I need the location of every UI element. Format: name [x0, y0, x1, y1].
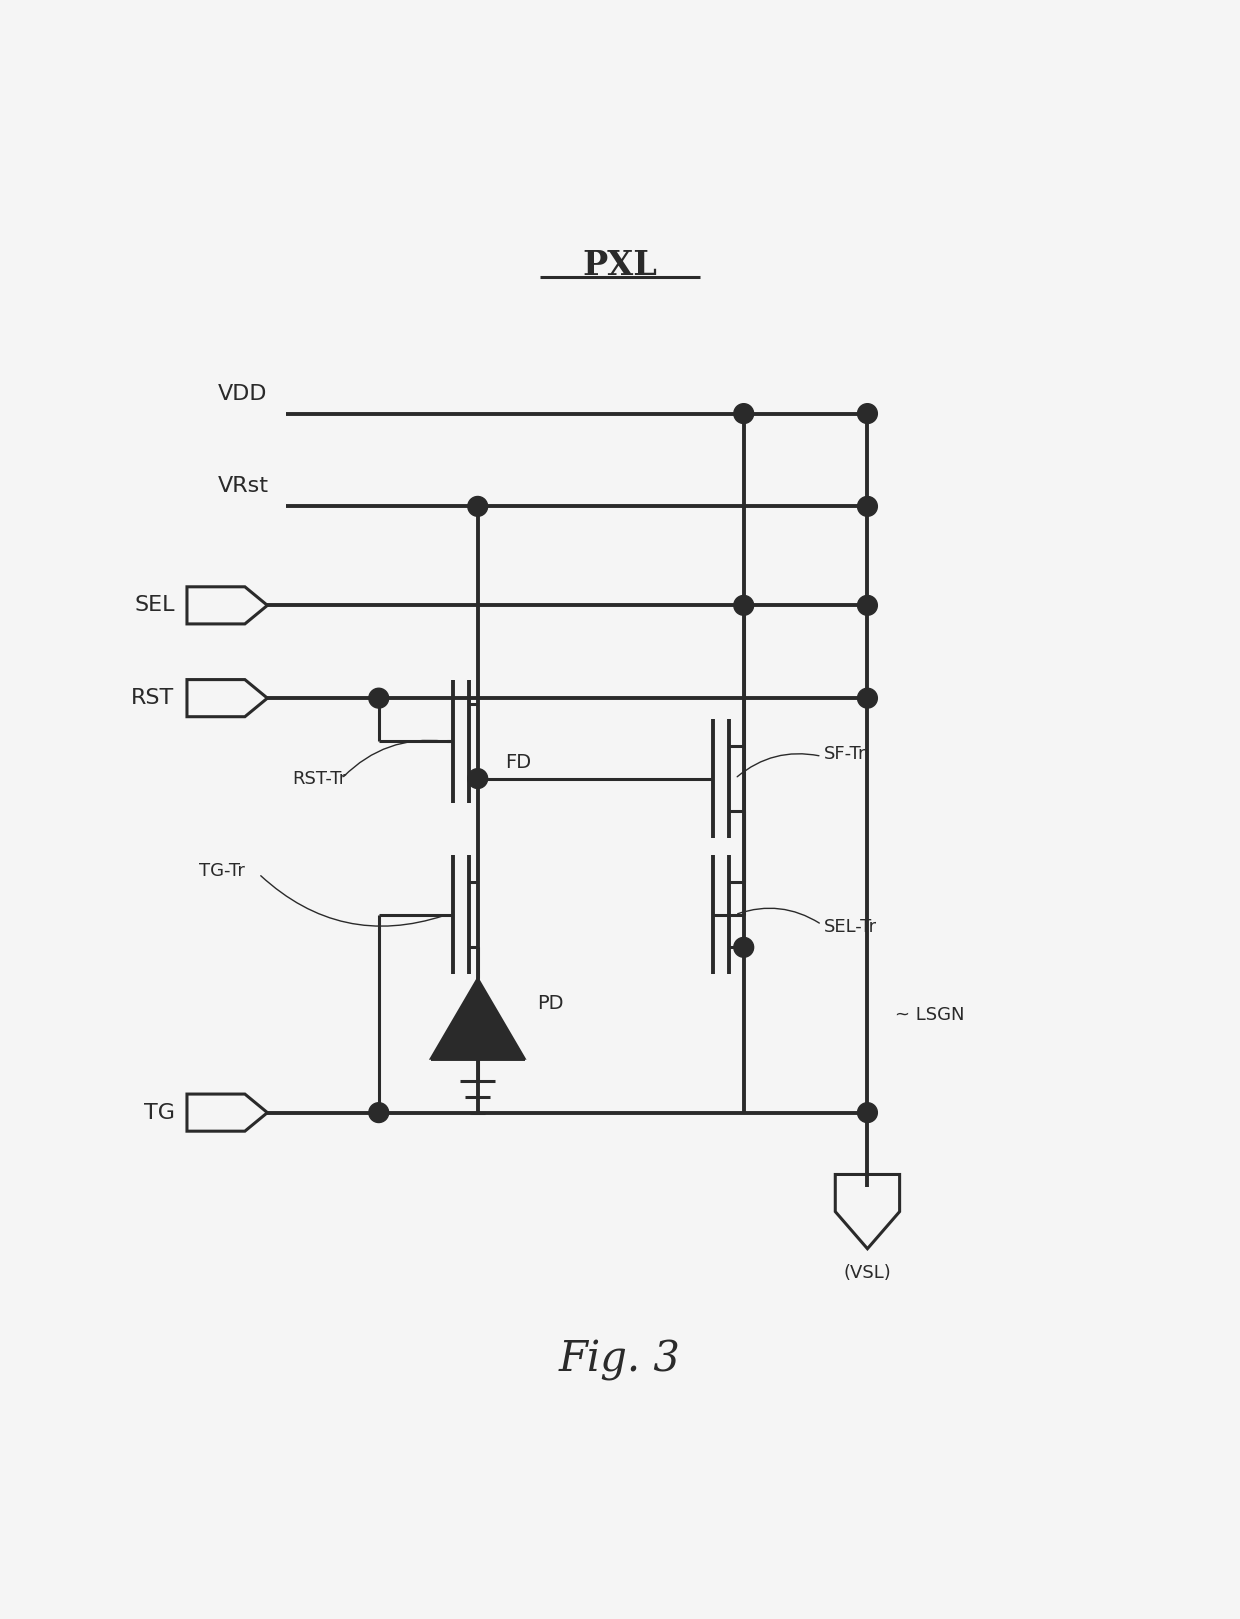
Circle shape — [368, 688, 388, 708]
Text: RST-Tr: RST-Tr — [293, 769, 346, 787]
Circle shape — [368, 1103, 388, 1122]
Circle shape — [858, 688, 878, 708]
Text: (VSL): (VSL) — [843, 1263, 892, 1282]
Text: Fig. 3: Fig. 3 — [559, 1339, 681, 1381]
Polygon shape — [430, 978, 525, 1059]
Text: PD: PD — [537, 994, 564, 1012]
Circle shape — [467, 769, 487, 788]
Text: RST: RST — [131, 688, 175, 708]
Circle shape — [734, 596, 754, 615]
Circle shape — [858, 497, 878, 516]
Circle shape — [734, 403, 754, 424]
Text: VRst: VRst — [218, 476, 269, 497]
Text: FD: FD — [505, 753, 531, 772]
Text: PXL: PXL — [583, 249, 657, 282]
Circle shape — [858, 403, 878, 424]
Text: SEL: SEL — [134, 596, 175, 615]
Circle shape — [467, 497, 487, 516]
Text: TG: TG — [144, 1103, 175, 1122]
Text: SEL-Tr: SEL-Tr — [825, 918, 877, 936]
Text: ~ LSGN: ~ LSGN — [895, 1007, 965, 1025]
Text: SF-Tr: SF-Tr — [825, 745, 867, 763]
Text: TG-Tr: TG-Tr — [200, 863, 246, 881]
Text: VDD: VDD — [218, 384, 268, 403]
Circle shape — [734, 937, 754, 957]
Circle shape — [858, 1103, 878, 1122]
Circle shape — [858, 596, 878, 615]
